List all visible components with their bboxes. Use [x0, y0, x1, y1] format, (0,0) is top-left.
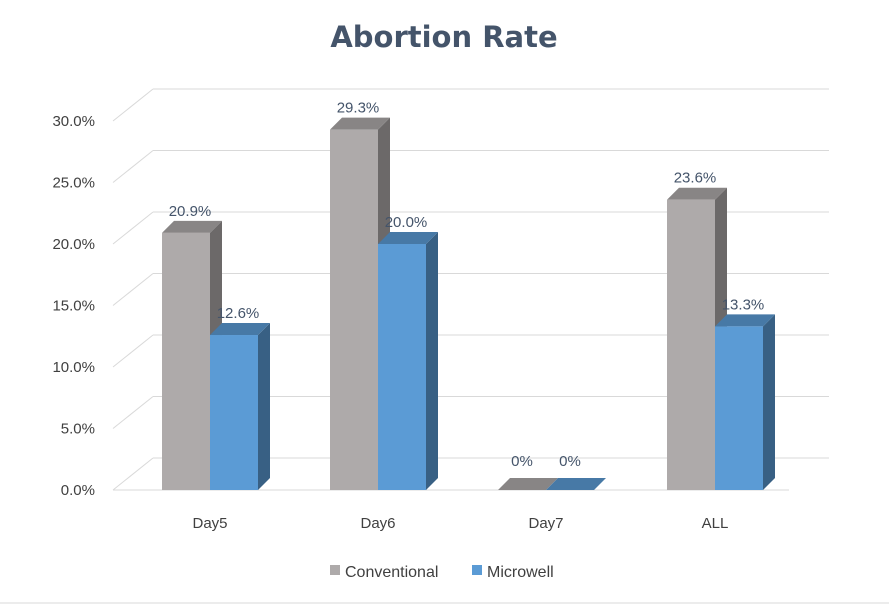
legend-label-microwell: Microwell [487, 564, 554, 581]
bar-side [426, 232, 438, 490]
bar-top [378, 232, 438, 244]
bar-front [330, 129, 378, 491]
gridline-side [112, 211, 154, 245]
bar-front [162, 232, 210, 490]
y-tick-label: 25.0% [52, 175, 95, 192]
legend: Conventional Microwell [330, 564, 554, 581]
legend-swatch-conventional [330, 565, 340, 575]
bar-top [546, 478, 606, 490]
y-tick-label: 0.0% [61, 482, 95, 499]
chart-title: Abortion Rate [330, 20, 557, 54]
x-tick-label: Day5 [192, 515, 227, 532]
bar-top [498, 478, 558, 490]
data-label: 23.6% [674, 170, 717, 187]
bar-front [667, 199, 715, 490]
bar-top [715, 314, 775, 327]
bar-front [210, 335, 258, 490]
data-label: 29.3% [337, 100, 380, 117]
bars [162, 117, 775, 491]
bar-front [378, 244, 426, 490]
gridline-side [112, 150, 154, 183]
bar-microwell-day5 [210, 323, 270, 490]
legend-label-conventional: Conventional [345, 564, 438, 581]
bar-front [715, 326, 763, 490]
bar-top [330, 117, 390, 130]
y-tick-label: 5.0% [61, 421, 95, 438]
data-label: 20.0% [385, 214, 428, 231]
bar-top [162, 220, 222, 233]
y-tick-label: 10.0% [52, 359, 95, 376]
gridline-side [112, 273, 154, 306]
bar-side [763, 314, 775, 490]
bar-conventional-day7 [498, 478, 558, 490]
data-label: 12.6% [217, 305, 260, 322]
data-labels: 20.9% 12.6% 29.3% 20.0% 0% 0% 23.6% 13.3% [169, 100, 765, 470]
data-label: 0% [559, 453, 581, 470]
gridline-side [112, 396, 154, 429]
y-tick-label: 20.0% [52, 236, 95, 253]
axes: 0.0% 5.0% 10.0% 15.0% 20.0% 25.0% 30.0% Day5 Day… [52, 113, 789, 532]
bar-microwell-day6 [378, 232, 438, 490]
bar-side [258, 323, 270, 490]
x-tick-label: Day6 [360, 515, 395, 532]
data-label: 20.9% [169, 203, 212, 220]
legend-swatch-microwell [472, 565, 482, 575]
y-tick-label: 30.0% [52, 113, 95, 130]
gridline-side [112, 88, 154, 122]
bar-microwell-all [715, 314, 775, 490]
x-tick-label: ALL [702, 515, 729, 532]
x-tick-label: Day7 [528, 515, 563, 532]
gridline-side [112, 457, 154, 491]
data-label: 13.3% [722, 296, 765, 313]
y-tick-label: 15.0% [52, 298, 95, 315]
bar-top [667, 187, 727, 200]
data-label: 0% [511, 453, 533, 470]
bar-microwell-day7 [546, 478, 606, 490]
bar-top [210, 323, 270, 336]
gridline-side [112, 334, 154, 368]
